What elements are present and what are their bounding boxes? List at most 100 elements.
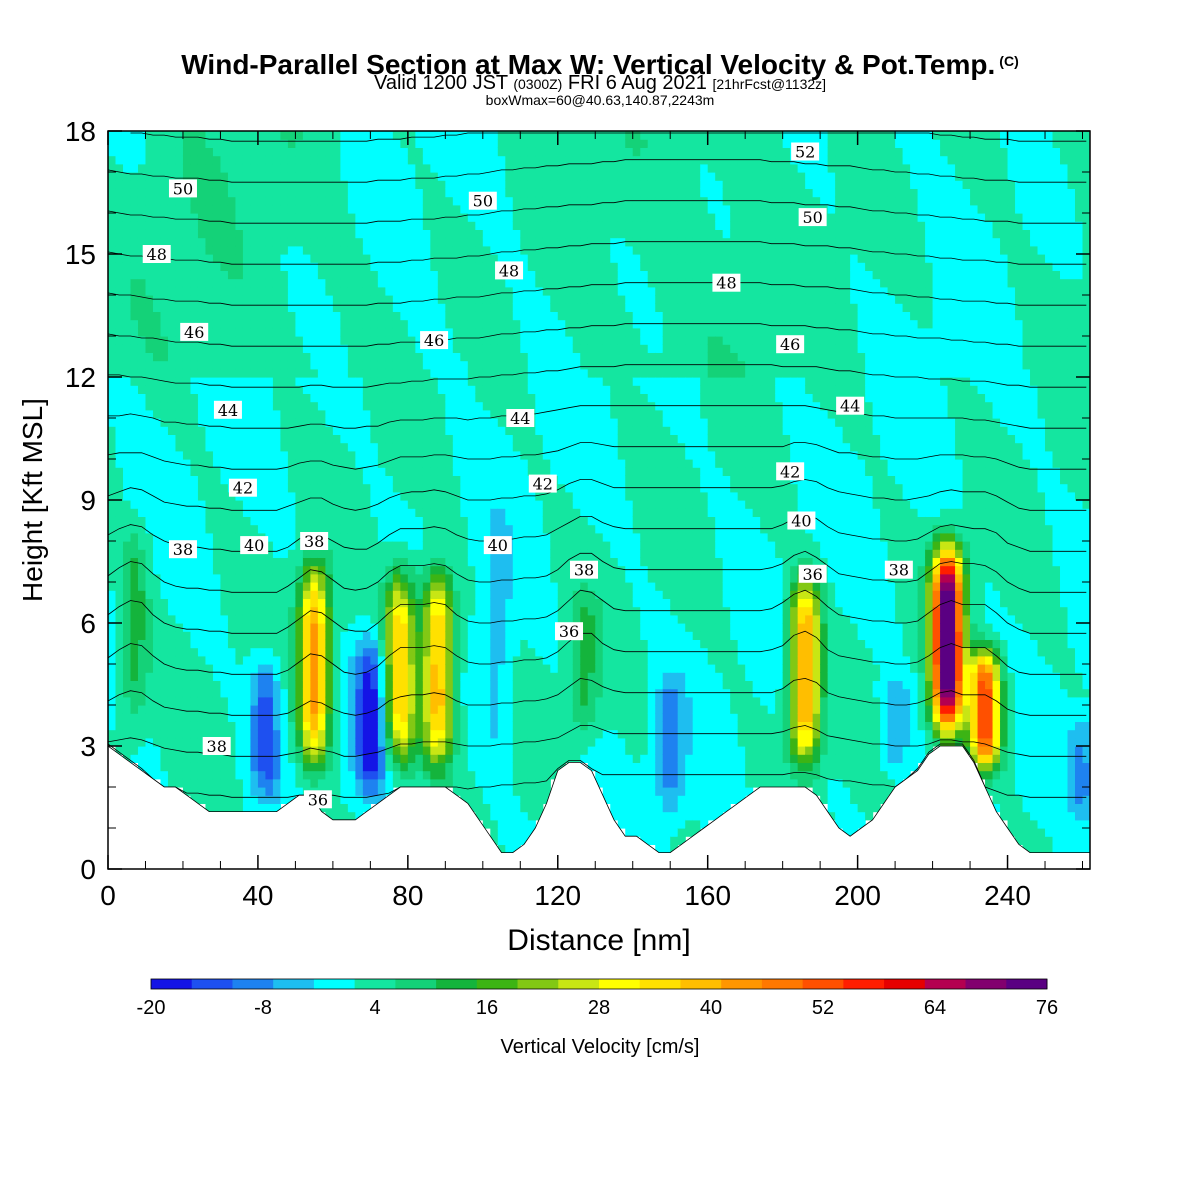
heatmap-cell: [220, 270, 229, 280]
heatmap-cell: [182, 204, 192, 214]
heatmap-cell: [272, 598, 282, 608]
heatmap-cell: [505, 828, 514, 837]
heatmap-cell: [235, 459, 244, 468]
heatmap-cell: [272, 344, 282, 353]
heatmap-cell: [130, 196, 139, 206]
heatmap-cell: [265, 573, 274, 583]
heatmap-cell: [197, 286, 207, 296]
heatmap-cell: [370, 360, 379, 370]
heatmap-cell: [362, 229, 371, 239]
heatmap-cell: [325, 770, 334, 780]
heatmap-cell: [482, 295, 491, 304]
heatmap-cell: [415, 131, 424, 140]
heatmap-cell: [370, 688, 379, 698]
heatmap-cell: [332, 286, 341, 296]
heatmap-cell: [220, 467, 229, 476]
heatmap-cell: [167, 746, 177, 755]
heatmap-cell: [460, 401, 469, 411]
heatmap-cell: [182, 360, 192, 370]
heatmap-cell: [542, 598, 551, 608]
heatmap-cell: [505, 664, 514, 673]
heatmap-cell: [242, 139, 252, 148]
heatmap-cell: [452, 532, 461, 542]
heatmap-cell: [272, 254, 282, 263]
heatmap-cell: [287, 131, 297, 140]
heatmap-cell: [137, 467, 147, 476]
heatmap-cell: [212, 262, 222, 271]
heatmap-cell: [415, 639, 424, 649]
heatmap-cell: [460, 418, 469, 427]
heatmap-cell: [302, 172, 311, 181]
heatmap-cell: [535, 778, 544, 788]
heatmap-cell: [550, 573, 559, 583]
heatmap-cell: [377, 680, 386, 690]
heatmap-cell: [242, 237, 252, 247]
heatmap-cell: [490, 360, 499, 370]
heatmap-cell: [550, 147, 559, 157]
heatmap-cell: [190, 680, 199, 690]
heatmap-cell: [137, 647, 147, 657]
heatmap-cell: [265, 541, 274, 550]
heatmap-cell: [182, 295, 192, 304]
heatmap-cell: [355, 672, 364, 681]
heatmap-cell: [347, 500, 356, 509]
heatmap-cell: [415, 163, 424, 173]
heatmap-cell: [422, 778, 431, 788]
heatmap-cell: [190, 705, 199, 714]
heatmap-cell: [460, 491, 469, 501]
heatmap-cell: [175, 573, 184, 583]
heatmap-cell: [490, 172, 499, 181]
heatmap-cell: [152, 327, 162, 337]
heatmap-cell: [392, 262, 401, 271]
heatmap-cell: [235, 188, 244, 198]
heatmap-cell: [527, 647, 536, 657]
heatmap-cell: [385, 254, 394, 263]
heatmap-cell: [242, 746, 252, 755]
heatmap-cell: [370, 500, 379, 509]
heatmap-cell: [108, 500, 117, 509]
heatmap-cell: [122, 377, 132, 386]
heatmap-cell: [535, 163, 544, 173]
heatmap-cell: [475, 549, 484, 558]
heatmap-cell: [137, 655, 147, 665]
heatmap-cell: [310, 664, 319, 673]
heatmap-cell: [302, 295, 311, 304]
heatmap-cell: [527, 713, 536, 722]
heatmap-cell: [167, 229, 177, 239]
heatmap-cell: [108, 737, 117, 747]
heatmap-cell: [497, 401, 506, 411]
heatmap-cell: [370, 762, 379, 772]
heatmap-cell: [130, 746, 139, 755]
heatmap-cell: [108, 598, 117, 608]
heatmap-cell: [122, 344, 132, 353]
heatmap-cell: [392, 557, 401, 567]
heatmap-cell: [325, 262, 334, 271]
heatmap-cell: [542, 532, 551, 542]
heatmap-cell: [310, 516, 319, 526]
heatmap-cell: [235, 147, 244, 157]
heatmap-cell: [265, 450, 274, 460]
heatmap-cell: [235, 163, 244, 173]
heatmap-cell: [370, 639, 379, 649]
heatmap-cell: [295, 311, 304, 321]
heatmap-cell: [542, 368, 551, 378]
heatmap-cell: [340, 516, 349, 526]
heatmap-cell: [122, 729, 132, 739]
heatmap-cell: [280, 180, 289, 189]
heatmap-cell: [520, 557, 529, 567]
heatmap-cell: [250, 787, 259, 796]
heatmap-cell: [512, 737, 521, 747]
heatmap-cell: [467, 377, 476, 386]
heatmap-cell: [512, 213, 521, 222]
heatmap-cell: [512, 713, 521, 722]
heatmap-cell: [452, 565, 461, 575]
heatmap-cell: [482, 352, 491, 362]
heatmap-cell: [122, 696, 132, 706]
heatmap-cell: [482, 467, 491, 476]
heatmap-cell: [460, 319, 469, 329]
heatmap-cell: [145, 213, 154, 222]
heatmap-cell: [122, 352, 132, 362]
heatmap-cell: [310, 155, 319, 165]
heatmap-cell: [280, 655, 289, 665]
heatmap-cell: [347, 254, 356, 263]
